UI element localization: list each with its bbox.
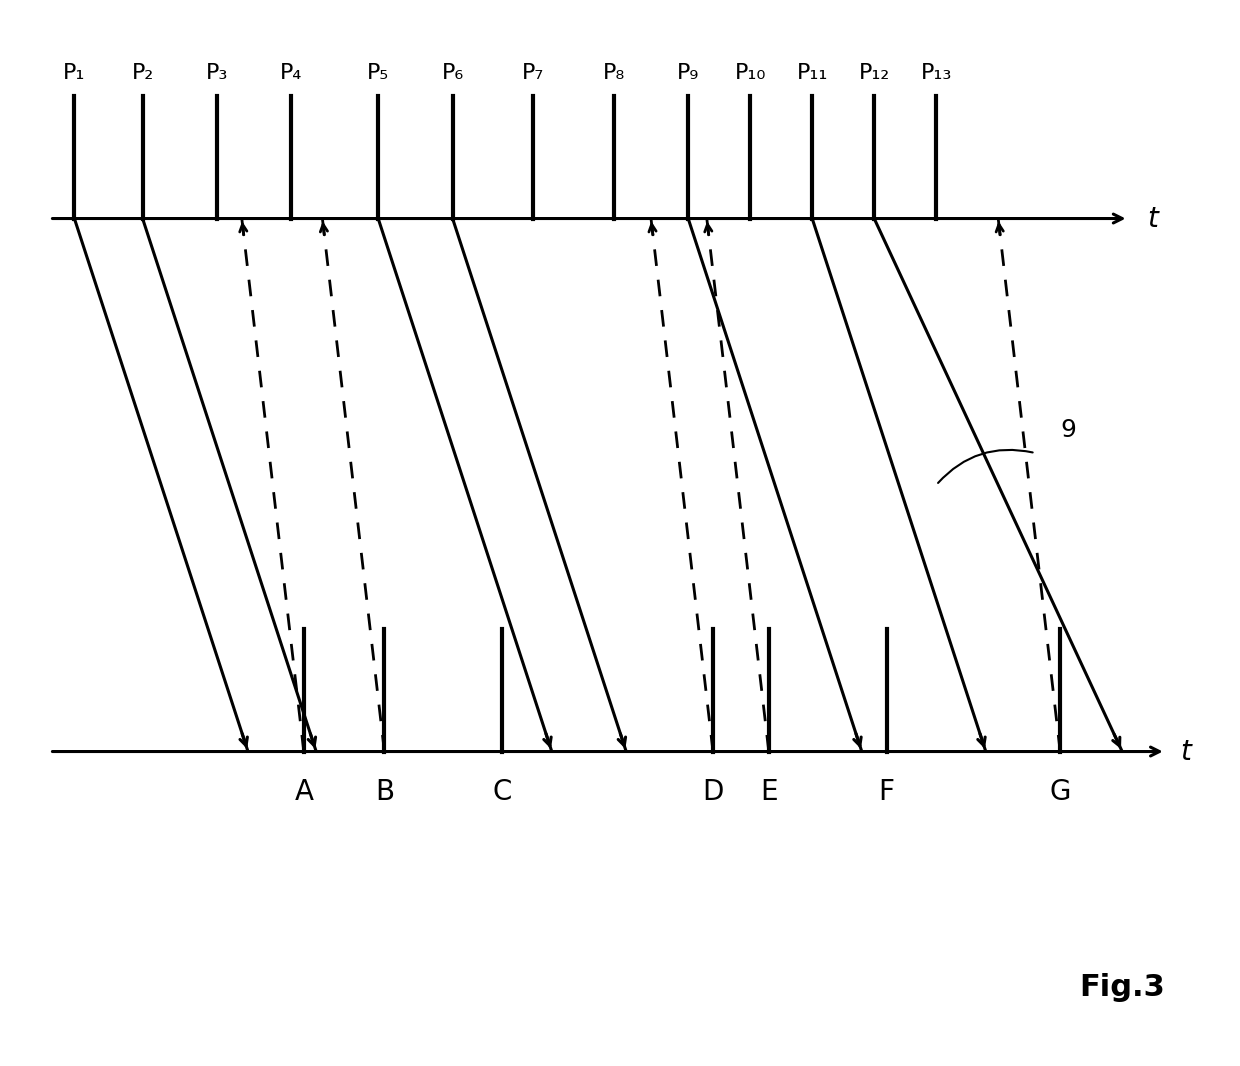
Text: P₂: P₂ — [131, 63, 154, 83]
Text: P₆: P₆ — [441, 63, 464, 83]
FancyArrowPatch shape — [937, 450, 1033, 483]
Text: P₁₁: P₁₁ — [796, 63, 828, 83]
Text: F: F — [879, 778, 894, 806]
Text: P₅: P₅ — [367, 63, 389, 83]
Text: E: E — [760, 778, 777, 806]
Text: t: t — [1180, 738, 1192, 765]
Text: P₄: P₄ — [280, 63, 303, 83]
Text: G: G — [1049, 778, 1071, 806]
Text: P₁₃: P₁₃ — [920, 63, 952, 83]
Text: t: t — [1147, 205, 1158, 232]
Text: P₁₀: P₁₀ — [734, 63, 766, 83]
Text: P₃: P₃ — [206, 63, 228, 83]
Text: A: A — [294, 778, 314, 806]
Text: Fig.3: Fig.3 — [1079, 973, 1164, 1002]
Text: D: D — [702, 778, 724, 806]
Text: P₁₂: P₁₂ — [858, 63, 890, 83]
Text: P₈: P₈ — [603, 63, 625, 83]
Text: 9: 9 — [1060, 418, 1076, 442]
Text: P₁: P₁ — [63, 63, 86, 83]
Text: P₉: P₉ — [677, 63, 699, 83]
Text: B: B — [374, 778, 394, 806]
Text: P₇: P₇ — [522, 63, 544, 83]
Text: C: C — [492, 778, 512, 806]
